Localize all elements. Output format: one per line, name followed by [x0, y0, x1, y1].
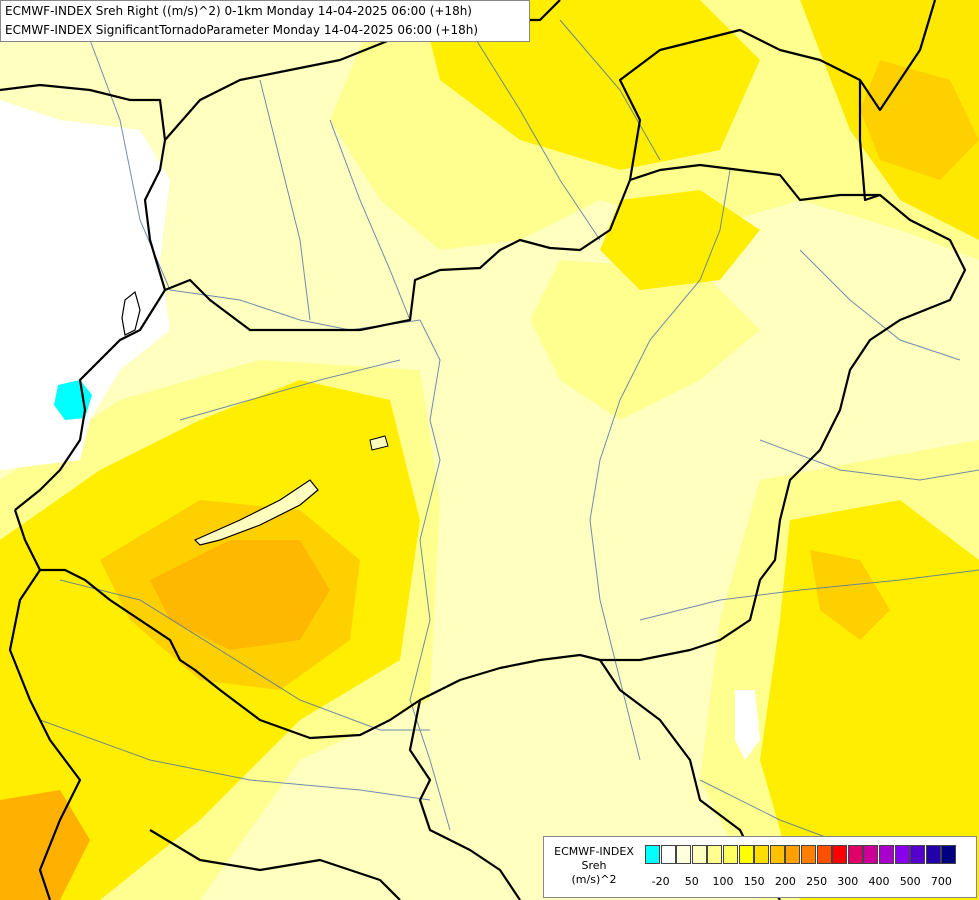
river-danube: [169, 289, 451, 831]
field-yellow-north: [420, 0, 760, 170]
lake-small: [369, 435, 389, 451]
legend-line-model: ECMWF-INDEX: [554, 845, 634, 858]
border-hungary: [13, 163, 967, 740]
border-austria-slovakia: [0, 83, 167, 291]
legend-swatch: [785, 845, 801, 864]
legend-tick: 300: [837, 875, 859, 888]
legend-swatch: [754, 845, 770, 864]
title-line-sreh: ECMWF-INDEX Sreh Right ((m/s)^2) 0-1km M…: [5, 4, 472, 18]
field-yellow-se: [760, 500, 979, 900]
river-drava: [59, 579, 430, 731]
legend-swatch: [847, 845, 863, 864]
legend-swatch: [925, 845, 941, 864]
map-title-box: ECMWF-INDEX Sreh Right ((m/s)^2) 0-1km M…: [0, 0, 530, 42]
legend-swatch: [910, 845, 926, 864]
legend-tick: 50: [684, 875, 699, 888]
river-east-1: [799, 249, 961, 361]
legend-tick: 500: [899, 875, 921, 888]
river-north-1: [469, 29, 601, 241]
legend-swatch: [879, 845, 894, 864]
legend-tick: 150: [743, 875, 765, 888]
title-line-stp: ECMWF-INDEX SignificantTornadoParameter …: [5, 23, 479, 37]
legend-swatch: [723, 845, 738, 864]
border-ukraine: [618, 0, 937, 181]
field-orange-corner: [0, 790, 90, 900]
legend-swatch: [832, 845, 848, 864]
field-zero-small: [735, 690, 760, 760]
field-gold-se: [810, 550, 890, 640]
legend-swatch: [941, 845, 957, 864]
legend-swatch: [816, 845, 832, 864]
legend-tick: 700: [930, 875, 952, 888]
river-mures: [639, 569, 979, 621]
border-croatia-serbia: [408, 699, 521, 900]
river-east-2: [759, 439, 979, 481]
legend-swatch: [691, 845, 707, 864]
field-light-center: [530, 260, 760, 420]
lake-balaton: [193, 479, 319, 546]
river-raab: [179, 359, 401, 421]
legend-swatch: [738, 845, 754, 864]
river-vah: [259, 79, 311, 321]
field-pale-center: [450, 500, 600, 700]
legend-tick: 100: [712, 875, 734, 888]
legend-swatch: [707, 845, 723, 864]
legend-swatch: [660, 845, 676, 864]
legend-swatch: [863, 845, 879, 864]
legend-line-unit: (m/s)^2: [571, 873, 617, 886]
legend-tick: 200: [774, 875, 796, 888]
lake-neusiedl: [121, 290, 141, 336]
legend-tick: 400: [868, 875, 890, 888]
rivers: [39, 19, 979, 861]
border-south-central: [149, 829, 401, 900]
river-tisza: [589, 169, 731, 761]
river-north-2: [559, 19, 661, 161]
legend-line-param: Sreh: [581, 859, 607, 872]
field-zero-west: [0, 100, 170, 470]
legend-swatch: [676, 845, 692, 864]
legend-tick: 250: [806, 875, 828, 888]
river-hron: [329, 119, 411, 321]
river-sava: [39, 719, 431, 801]
field-gold-ne: [860, 60, 979, 180]
color-legend: ECMWF-INDEX Sreh (m/s)^2 -20 50 100 150 200 2…: [543, 836, 977, 898]
legend-title: ECMWF-INDEX Sreh (m/s)^2: [548, 845, 640, 887]
legend-swatch: [645, 845, 660, 864]
field-yellow-ne-small: [600, 190, 760, 290]
field-orange-sw: [150, 540, 330, 650]
field-pale-south: [440, 730, 640, 850]
legend-tick: -20: [651, 875, 670, 888]
legend-swatch: [801, 845, 816, 864]
border-slovenia: [14, 289, 166, 511]
legend-swatch: [769, 845, 785, 864]
border-ne: [858, 80, 881, 202]
border-southwest: [8, 569, 82, 900]
legend-swatch: [894, 845, 910, 864]
